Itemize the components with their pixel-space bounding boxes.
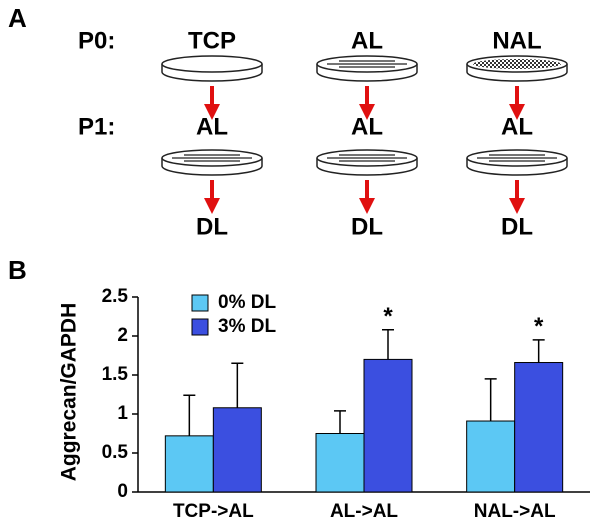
panel-label: B xyxy=(8,255,27,285)
error-bar xyxy=(334,410,346,434)
y-tick-label: 1.5 xyxy=(102,364,129,385)
bar xyxy=(164,435,214,493)
error-bar xyxy=(382,329,394,360)
legend-swatch xyxy=(191,318,209,336)
y-tick-label: 2 xyxy=(117,325,128,346)
row-label: P0: xyxy=(78,27,115,54)
legend-label: 3% DL xyxy=(218,316,276,337)
y-tick-label: 2.5 xyxy=(102,286,129,307)
dish-fill xyxy=(473,59,561,69)
dish xyxy=(161,55,263,73)
dish-label: DL xyxy=(351,213,383,240)
legend-swatch xyxy=(191,294,209,312)
significance-marker: * xyxy=(383,303,393,330)
x-tick-label: TCP->AL xyxy=(173,501,254,522)
significance-marker: * xyxy=(534,313,544,340)
dish-label: DL xyxy=(501,213,533,240)
row-label: P1: xyxy=(78,113,115,140)
legend-label: 0% DL xyxy=(218,292,276,313)
dish-label: NAL xyxy=(492,27,541,54)
bar xyxy=(466,420,516,493)
y-axis-label: Aggrecan/GAPDH xyxy=(58,303,81,482)
dish-label: DL xyxy=(196,213,228,240)
dish-label: AL xyxy=(501,113,533,140)
dish-label: TCP xyxy=(188,27,236,54)
error-bar xyxy=(231,362,244,408)
dish-label: AL xyxy=(351,113,383,140)
dish-label: AL xyxy=(196,113,228,140)
panel-label: A xyxy=(8,3,27,33)
x-tick-label: AL->AL xyxy=(330,501,398,522)
bar xyxy=(363,358,413,493)
bar xyxy=(212,407,262,493)
y-tick-label: 1 xyxy=(117,403,128,424)
bar xyxy=(315,433,365,493)
error-bar xyxy=(532,339,545,363)
error-bar xyxy=(183,394,196,436)
y-tick-label: 0 xyxy=(117,481,128,502)
y-tick-label: 0.5 xyxy=(102,442,129,463)
x-tick-label: NAL->AL xyxy=(474,501,556,522)
dish-label: AL xyxy=(351,27,383,54)
error-bar xyxy=(484,378,497,422)
bar xyxy=(514,362,564,493)
